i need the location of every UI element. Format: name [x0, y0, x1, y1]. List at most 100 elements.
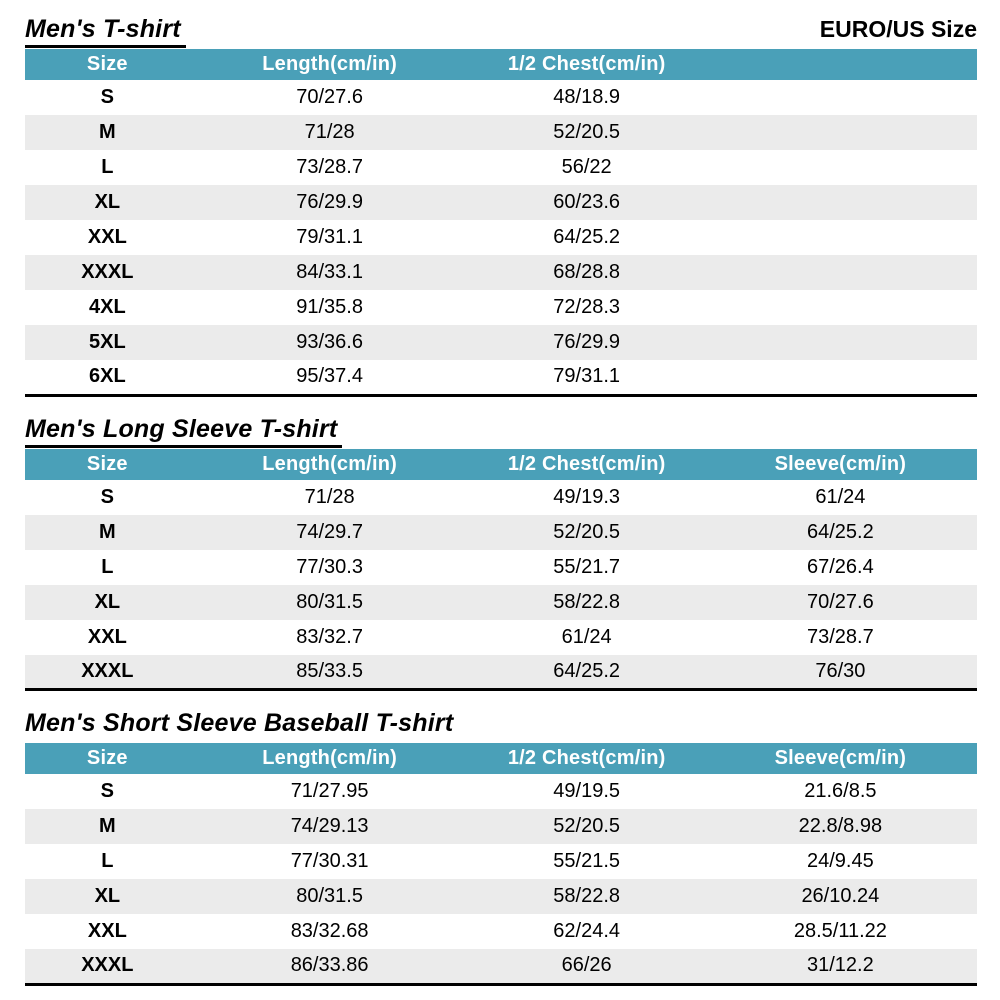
column-header-length: Length(cm/in) — [189, 49, 470, 80]
measurement-cell: 26/10.24 — [801, 885, 880, 907]
size-cell: XXXL — [81, 659, 134, 682]
measurement-cell: 56/22 — [561, 156, 612, 178]
table-row: M 74/29.7 52/20.5 64/25.2 — [25, 514, 977, 550]
size-cell: L — [101, 850, 114, 872]
table-row: XXXL 86/33.86 66/26 31/12.2 — [25, 949, 977, 984]
size-cell: XXL — [87, 920, 127, 942]
measurement-cell: 85/33.5 — [296, 659, 363, 682]
measurement-cell: 58/22.8 — [553, 590, 621, 613]
measurement-cell: 86/33.86 — [290, 954, 369, 977]
size-cell: S — [100, 485, 115, 508]
size-cell: M — [99, 121, 116, 143]
section-title-mens-long-sleeve-tshirt: Men's Long Sleeve T-shirt — [25, 414, 343, 448]
column-header-size: Size — [25, 49, 190, 80]
measurement-cell: 80/31.5 — [296, 885, 363, 907]
measurement-cell: 93/36.6 — [296, 331, 363, 353]
size-cell: S — [100, 86, 115, 108]
measurement-cell: 76/29.9 — [553, 331, 621, 353]
table-row: XXXL 84/33.1 68/28.8 — [25, 255, 977, 290]
column-header-size: Size — [25, 743, 190, 774]
table-header-row: Size Length(cm/in) 1/2 Chest(cm/in) — [25, 49, 977, 80]
table-row: XL 80/31.5 58/22.8 26/10.24 — [25, 879, 977, 914]
column-header-empty — [703, 49, 977, 80]
size-cell: XL — [94, 885, 121, 907]
table-row: XL 80/31.5 58/22.8 70/27.6 — [25, 584, 977, 620]
measurement-cell — [704, 360, 977, 395]
size-standard-label: EURO/US Size — [819, 16, 977, 42]
size-cell: XXXL — [81, 261, 134, 283]
measurement-cell: 79/31.1 — [296, 226, 363, 248]
table-row: 4XL 91/35.8 72/28.3 — [25, 290, 977, 325]
size-cell: 6XL — [89, 365, 126, 388]
section-title-mens-baseball-tshirt: Men's Short Sleeve Baseball T-shirt — [25, 709, 454, 737]
measurement-cell — [704, 185, 977, 220]
measurement-cell: 83/32.68 — [290, 920, 369, 942]
measurement-cell: 67/26.4 — [807, 555, 874, 578]
size-cell: 5XL — [89, 331, 126, 353]
table-row: XXXL 85/33.5 64/25.2 76/30 — [25, 654, 977, 690]
column-header-length: Length(cm/in) — [189, 743, 470, 774]
size-cell: XXL — [87, 625, 127, 648]
measurement-cell: 73/28.7 — [807, 625, 874, 648]
table-row: L 77/30.3 55/21.7 67/26.4 — [25, 550, 977, 585]
measurement-cell: 66/26 — [561, 954, 612, 977]
measurement-cell: 76/30 — [815, 659, 866, 682]
size-cell: M — [99, 520, 116, 543]
measurement-cell — [704, 150, 977, 185]
measurement-cell: 68/28.8 — [553, 261, 621, 283]
size-cell: XL — [94, 191, 121, 213]
size-cell: 4XL — [89, 296, 126, 318]
measurement-cell: 64/25.2 — [553, 659, 621, 682]
size-cell: L — [101, 156, 114, 178]
measurement-cell: 73/28.7 — [296, 156, 363, 178]
measurement-cell — [704, 255, 977, 290]
measurement-cell: 22.8/8.98 — [798, 815, 883, 837]
measurement-cell — [704, 325, 977, 360]
table-row: S 71/27.95 49/19.5 21.6/8.5 — [25, 774, 977, 809]
measurement-cell: 70/27.6 — [807, 590, 874, 613]
table-header-row: Size Length(cm/in) 1/2 Chest(cm/in) Slee… — [25, 743, 977, 774]
measurement-cell: 61/24 — [561, 625, 612, 648]
measurement-cell: 80/31.5 — [296, 590, 363, 613]
measurement-cell: 77/30.3 — [296, 555, 363, 578]
mens-baseball-size-table: Size Length(cm/in) 1/2 Chest(cm/in) Slee… — [25, 743, 977, 986]
measurement-cell: 49/19.3 — [553, 485, 621, 508]
section-title-mens-tshirt: Men's T-shirt — [25, 15, 186, 48]
table-row: M 71/28 52/20.5 — [25, 115, 977, 150]
measurement-cell: 52/20.5 — [553, 815, 621, 837]
table-row: 6XL 95/37.4 79/31.1 — [25, 360, 977, 395]
measurement-cell: 61/24 — [815, 485, 866, 508]
table-row: XXL 83/32.68 62/24.4 28.5/11.22 — [25, 914, 977, 949]
size-cell: S — [100, 780, 115, 802]
measurement-cell: 55/21.5 — [553, 850, 621, 872]
table-row: XXL 79/31.1 64/25.2 — [25, 220, 977, 255]
table-row: L 73/28.7 56/22 — [25, 150, 977, 185]
measurement-cell: 60/23.6 — [553, 191, 621, 213]
column-header-size: Size — [25, 448, 190, 480]
measurement-cell: 72/28.3 — [553, 296, 621, 318]
measurement-cell: 28.5/11.22 — [793, 920, 887, 942]
measurement-cell: 52/20.5 — [553, 121, 621, 143]
page-header: Men's T-shirt EURO/US Size — [25, 14, 977, 48]
table-row: S 71/28 49/19.3 61/24 — [25, 480, 977, 515]
measurement-cell: 74/29.13 — [290, 815, 369, 837]
column-header-chest: 1/2 Chest(cm/in) — [469, 448, 704, 480]
table-row: 5XL 93/36.6 76/29.9 — [25, 325, 977, 360]
column-header-length: Length(cm/in) — [189, 448, 470, 480]
table-row: XL 76/29.9 60/23.6 — [25, 185, 977, 220]
measurement-cell: 62/24.4 — [553, 920, 621, 942]
size-cell: XXL — [87, 226, 127, 248]
measurement-cell — [704, 290, 977, 325]
measurement-cell — [704, 220, 977, 255]
table-header-row: Size Length(cm/in) 1/2 Chest(cm/in) Slee… — [25, 448, 977, 480]
measurement-cell: 91/35.8 — [296, 296, 363, 318]
table-row: M 74/29.13 52/20.5 22.8/8.98 — [25, 809, 977, 844]
measurement-cell: 49/19.5 — [553, 780, 621, 802]
size-cell: M — [99, 815, 116, 837]
measurement-cell: 64/25.2 — [553, 226, 621, 248]
measurement-cell — [704, 115, 977, 150]
measurement-cell: 21.6/8.5 — [804, 780, 877, 802]
measurement-cell: 95/37.4 — [296, 365, 363, 388]
measurement-cell: 71/28 — [304, 485, 355, 508]
